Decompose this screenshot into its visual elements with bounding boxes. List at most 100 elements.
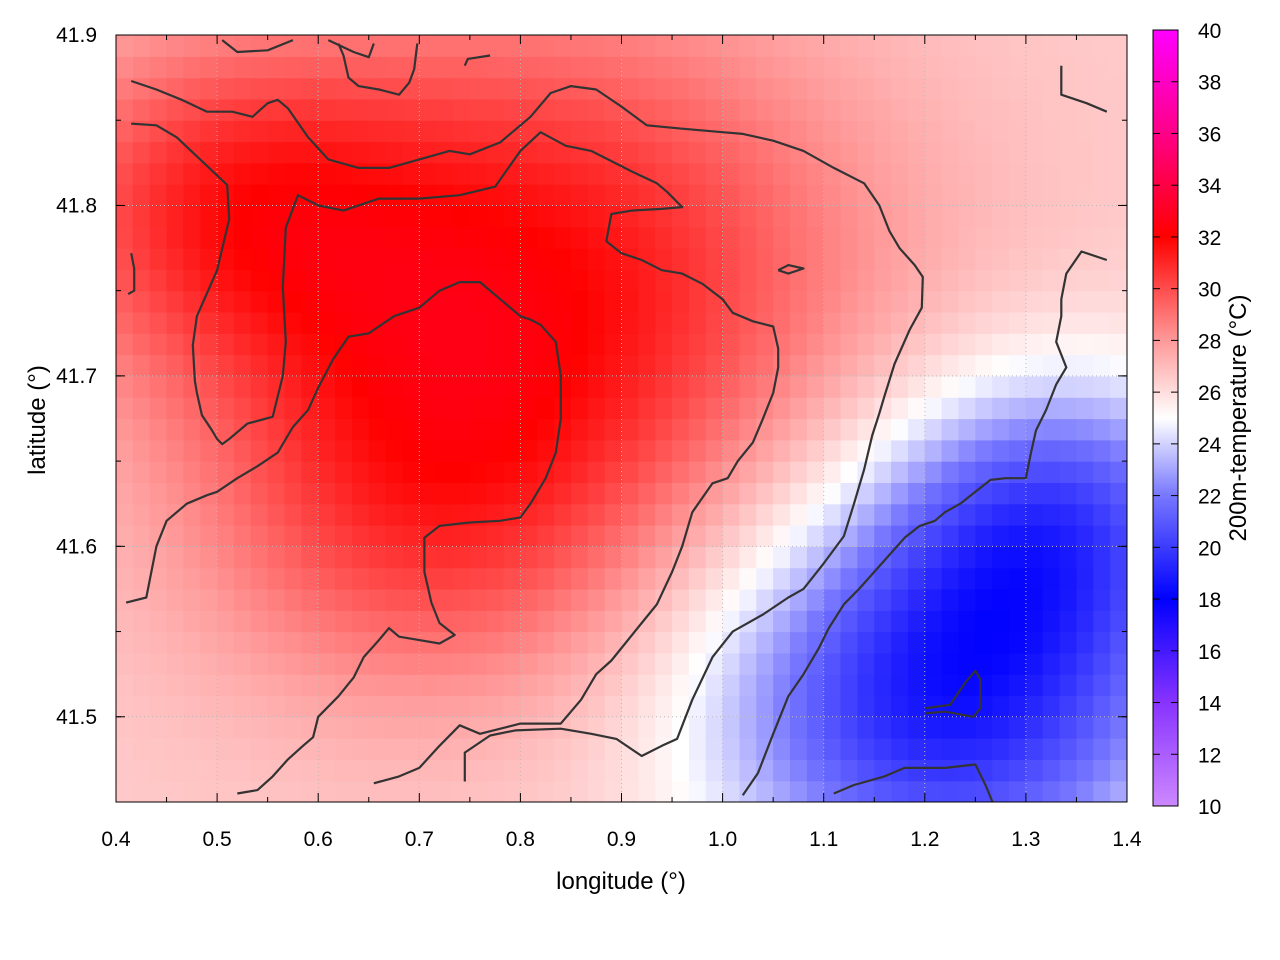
heatmap-cell — [705, 759, 724, 782]
heatmap-cell — [1093, 738, 1111, 760]
heatmap-cell — [284, 290, 302, 313]
heatmap-cell — [318, 120, 336, 143]
heatmap-cell — [284, 354, 302, 377]
heatmap-cell — [183, 248, 201, 270]
heatmap-cell — [587, 56, 606, 79]
heatmap-cell — [1076, 35, 1094, 57]
heatmap-cell — [217, 120, 235, 143]
x-tick-label: 0.5 — [202, 828, 231, 851]
heatmap-cell — [857, 77, 875, 100]
heatmap-cell — [907, 439, 926, 462]
heatmap-cell — [537, 98, 555, 121]
heatmap-cell — [806, 397, 825, 420]
heatmap-cell — [874, 738, 892, 760]
heatmap-cell — [705, 375, 724, 398]
heatmap-cell — [166, 35, 184, 57]
heatmap-cell — [335, 461, 353, 484]
heatmap-cell — [520, 738, 538, 760]
heatmap-cell — [132, 141, 151, 164]
heatmap-cell — [907, 77, 926, 100]
heatmap-cell — [672, 631, 690, 654]
heatmap-cell — [570, 546, 589, 569]
heatmap-cell — [385, 184, 404, 207]
heatmap-cell — [453, 418, 471, 441]
heatmap-cell — [1025, 525, 1044, 547]
heatmap-cell — [756, 674, 774, 697]
heatmap-cell — [132, 290, 151, 313]
heatmap-cell — [436, 482, 454, 505]
heatmap-cell — [1110, 695, 1127, 718]
heatmap-cell — [132, 184, 151, 207]
heatmap-cell — [621, 588, 639, 611]
heatmap-cell — [368, 226, 387, 249]
heatmap-cell — [1110, 546, 1127, 569]
heatmap-cell — [453, 525, 471, 547]
heatmap-cell — [806, 226, 825, 249]
heatmap-cell — [722, 546, 741, 569]
heatmap-cell — [453, 482, 471, 505]
heatmap-cell — [183, 56, 201, 79]
heatmap-cell — [250, 141, 269, 164]
heatmap-cell — [132, 652, 151, 675]
heatmap-cell — [874, 77, 892, 100]
heatmap-cell — [1110, 205, 1127, 228]
heatmap-cell — [672, 226, 690, 249]
colorbar-tick-label: 14 — [1198, 693, 1222, 716]
heatmap-cell — [250, 269, 269, 292]
heatmap-cell — [217, 610, 235, 633]
heatmap-cell — [503, 439, 521, 462]
heatmap-cell — [1110, 77, 1127, 100]
heatmap-cell — [891, 269, 909, 292]
heatmap-cell — [672, 120, 690, 143]
heatmap-cell — [739, 674, 757, 697]
heatmap-cell — [368, 120, 387, 143]
heatmap-cell — [200, 503, 218, 526]
heatmap-cell — [116, 354, 134, 377]
heatmap-cell — [520, 439, 538, 462]
heatmap-cell — [688, 588, 707, 611]
heatmap-cell — [1093, 567, 1111, 590]
heatmap-cell — [503, 354, 521, 377]
heatmap-cell — [183, 610, 201, 633]
heatmap-cell — [621, 695, 639, 718]
heatmap-cell — [1110, 184, 1127, 207]
heatmap-cell — [436, 120, 454, 143]
heatmap-cell — [233, 439, 252, 462]
heatmap-cell — [1042, 695, 1061, 718]
heatmap-cell — [183, 418, 201, 441]
heatmap-cell — [1076, 525, 1094, 547]
heatmap-cell — [1025, 184, 1044, 207]
heatmap-cell — [250, 162, 269, 185]
heatmap-cell — [537, 162, 555, 185]
heatmap-cell — [823, 184, 842, 207]
heatmap-cell — [233, 226, 252, 249]
heatmap-cell — [688, 397, 707, 420]
heatmap-cell — [874, 226, 892, 249]
heatmap-cell — [688, 652, 707, 675]
heatmap-cell — [368, 439, 387, 462]
heatmap-cell — [587, 482, 606, 505]
heatmap-cell — [233, 525, 252, 547]
heatmap-cell — [318, 226, 336, 249]
heatmap-cell — [554, 652, 572, 675]
heatmap-cell — [1093, 482, 1111, 505]
heatmap-cell — [385, 503, 404, 526]
heatmap-cell — [570, 588, 589, 611]
heatmap-cell — [1093, 418, 1111, 441]
heatmap-cell — [756, 461, 774, 484]
heatmap-cell — [739, 397, 757, 420]
heatmap-cell — [1025, 205, 1044, 228]
heatmap-cell — [368, 375, 387, 398]
heatmap-cell — [402, 269, 420, 292]
heatmap-cell — [655, 35, 673, 57]
heatmap-cell — [301, 311, 319, 334]
heatmap-cell — [1025, 631, 1044, 654]
heatmap-cell — [453, 610, 471, 633]
heatmap-cell — [554, 184, 572, 207]
heatmap-cell — [672, 567, 690, 590]
heatmap-cell — [722, 248, 741, 270]
heatmap-cell — [705, 503, 724, 526]
heatmap-cell — [351, 311, 370, 334]
heatmap-cell — [621, 503, 639, 526]
heatmap-cell — [250, 738, 269, 760]
